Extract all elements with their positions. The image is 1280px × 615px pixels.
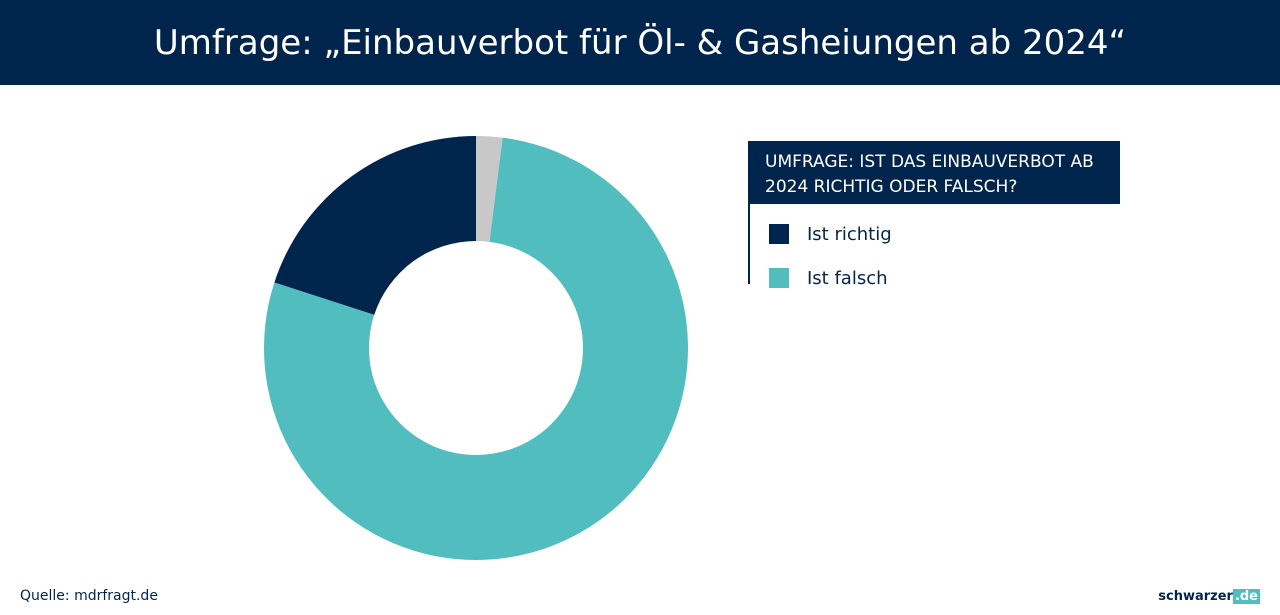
- legend-items: Ist richtig Ist falsch: [748, 204, 1120, 289]
- brand-tld: .de: [1232, 589, 1260, 604]
- donut-segment: [476, 136, 503, 242]
- legend-label: Ist richtig: [807, 223, 892, 245]
- legend-swatch: [769, 224, 789, 244]
- source: Quelle: mdrfragt.de: [20, 588, 158, 604]
- legend: UMFRAGE: IST DAS EINBAUVERBOT AB 2024 RI…: [748, 141, 1120, 289]
- legend-item: Ist falsch: [769, 256, 1120, 300]
- brand-name: schwarzer: [1158, 589, 1233, 604]
- legend-item: Ist richtig: [769, 212, 1120, 256]
- legend-swatch: [769, 268, 789, 288]
- donut-segment: [274, 136, 476, 315]
- chart-title: Umfrage: „Einbauverbot für Öl- & Gasheiu…: [0, 0, 1280, 85]
- donut-segment: [263, 137, 688, 560]
- brand-logo: schwarzer .de: [1158, 589, 1260, 604]
- legend-title: UMFRAGE: IST DAS EINBAUVERBOT AB 2024 RI…: [748, 141, 1120, 204]
- chart: [263, 136, 688, 560]
- legend-label: Ist falsch: [807, 267, 888, 289]
